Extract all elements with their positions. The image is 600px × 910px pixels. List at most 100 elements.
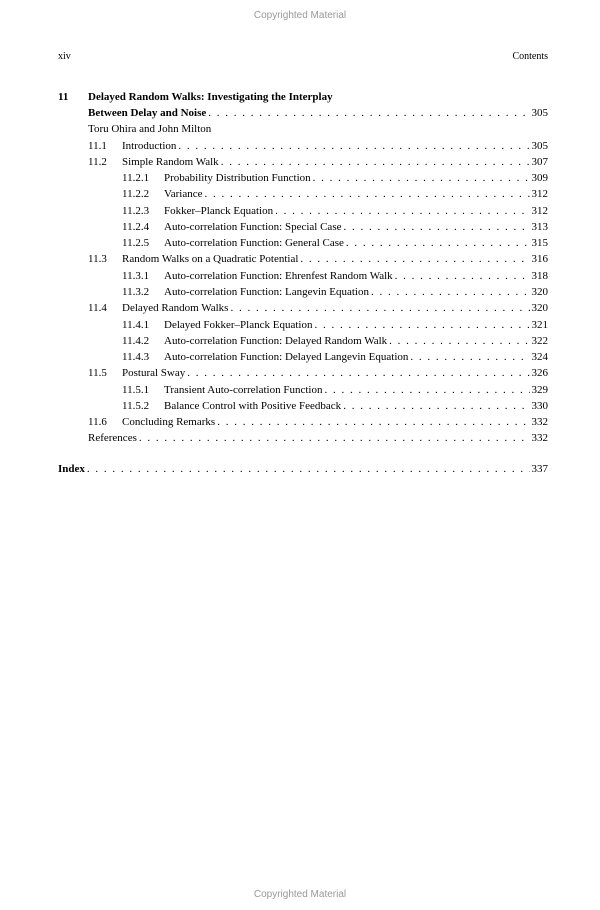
chapter-title-row-1: 11 Delayed Random Walks: Investigating t… xyxy=(58,89,548,105)
running-head: xiv Contents xyxy=(58,50,548,65)
subsection-row: 11.3.1Auto-correlation Function: Ehrenfe… xyxy=(58,268,548,284)
subsection-page: 330 xyxy=(530,398,549,414)
section-page: 320 xyxy=(530,300,549,316)
subsection-row: 11.4.3Auto-correlation Function: Delayed… xyxy=(58,349,548,365)
section-label: Introduction xyxy=(122,138,176,154)
subsection-row: 11.2.2Variance312 xyxy=(58,186,548,202)
subsection-number: 11.4.1 xyxy=(122,317,164,333)
subsection-label: Variance xyxy=(164,186,202,202)
chapter-title-2: Between Delay and Noise xyxy=(88,105,206,121)
leader-dots xyxy=(137,430,530,446)
subsection-page: 318 xyxy=(530,268,549,284)
leader-dots xyxy=(387,333,529,349)
references-page: 332 xyxy=(530,430,549,446)
subsection-number: 11.3.1 xyxy=(122,268,164,284)
subsection-row: 11.2.3Fokker–Planck Equation312 xyxy=(58,203,548,219)
section-row: 11.5Postural Sway 326 xyxy=(58,365,548,381)
subsection-number: 11.4.3 xyxy=(122,349,164,365)
references-label: References xyxy=(88,430,137,446)
chapter-title-1: Delayed Random Walks: Investigating the … xyxy=(88,89,333,105)
section-name: Contents xyxy=(512,50,548,65)
subsection-number: 11.2.2 xyxy=(122,186,164,202)
section-number: 11.4 xyxy=(88,300,122,316)
subsection-page: 315 xyxy=(530,235,549,251)
subsection-number: 11.3.2 xyxy=(122,284,164,300)
subsection-page: 320 xyxy=(530,284,549,300)
leader-dots xyxy=(273,203,529,219)
leader-dots xyxy=(393,268,530,284)
section-page: 326 xyxy=(530,365,549,381)
subsection-row: 11.3.2Auto-correlation Function: Langevi… xyxy=(58,284,548,300)
subsection-number: 11.5.2 xyxy=(122,398,164,414)
copyright-top: Copyrighted Material xyxy=(0,10,600,21)
subsection-label: Balance Control with Positive Feedback xyxy=(164,398,341,414)
copyright-bottom: Copyrighted Material xyxy=(0,889,600,900)
references-row: References 332 xyxy=(58,430,548,446)
subsection-page: 321 xyxy=(530,317,549,333)
subsection-label: Delayed Fokker–Planck Equation xyxy=(164,317,312,333)
section-number: 11.5 xyxy=(88,365,122,381)
subsection-number: 11.2.1 xyxy=(122,170,164,186)
section-row: 11.3Random Walks on a Quadratic Potentia… xyxy=(58,251,548,267)
section-label: Simple Random Walk xyxy=(122,154,219,170)
leader-dots xyxy=(341,219,529,235)
subsection-label: Auto-correlation Function: Ehrenfest Ran… xyxy=(164,268,393,284)
section-page: 332 xyxy=(530,414,549,430)
leader-dots xyxy=(369,284,530,300)
section-label: Postural Sway xyxy=(122,365,185,381)
section-number: 11.6 xyxy=(88,414,122,430)
chapter-number: 11 xyxy=(58,89,88,105)
subsection-label: Auto-correlation Function: Special Case xyxy=(164,219,341,235)
subsection-page: 324 xyxy=(530,349,549,365)
chapter-authors: Toru Ohira and John Milton xyxy=(58,121,548,137)
subsection-row: 11.4.2Auto-correlation Function: Delayed… xyxy=(58,333,548,349)
subsection-label: Auto-correlation Function: Langevin Equa… xyxy=(164,284,369,300)
leader-dots xyxy=(298,251,529,267)
leader-dots xyxy=(341,398,529,414)
chapter-title-row-2: Between Delay and Noise 305 xyxy=(58,105,548,121)
subsection-row: 11.5.1Transient Auto-correlation Functio… xyxy=(58,382,548,398)
subsection-number: 11.5.1 xyxy=(122,382,164,398)
section-page: 316 xyxy=(530,251,549,267)
subsection-row: 11.2.1Probability Distribution Function3… xyxy=(58,170,548,186)
section-page: 307 xyxy=(530,154,549,170)
leader-dots xyxy=(206,105,529,121)
leader-dots xyxy=(219,154,530,170)
index-page: 337 xyxy=(530,461,549,477)
section-number: 11.2 xyxy=(88,154,122,170)
index-label: Index xyxy=(58,461,85,477)
section-row: 11.1Introduction 305 xyxy=(58,138,548,154)
subsection-label: Auto-correlation Function: Delayed Rando… xyxy=(164,333,387,349)
leader-dots xyxy=(202,186,529,202)
section-number: 11.1 xyxy=(88,138,122,154)
subsection-label: Auto-correlation Function: Delayed Lange… xyxy=(164,349,408,365)
leader-dots xyxy=(408,349,529,365)
section-page: 305 xyxy=(530,138,549,154)
section-label: Concluding Remarks xyxy=(122,414,215,430)
subsection-row: 11.2.4Auto-correlation Function: Special… xyxy=(58,219,548,235)
section-label: Delayed Random Walks xyxy=(122,300,228,316)
page-content: xiv Contents 11 Delayed Random Walks: In… xyxy=(58,50,548,477)
leader-dots xyxy=(215,414,529,430)
subsection-label: Auto-correlation Function: General Case xyxy=(164,235,344,251)
subsection-label: Probability Distribution Function xyxy=(164,170,311,186)
section-number: 11.3 xyxy=(88,251,122,267)
subsection-page: 313 xyxy=(530,219,549,235)
subsection-number: 11.2.5 xyxy=(122,235,164,251)
index-row: Index 337 xyxy=(58,461,548,477)
leader-dots xyxy=(85,461,530,477)
page-roman: xiv xyxy=(58,50,71,65)
subsection-row: 11.2.5Auto-correlation Function: General… xyxy=(58,235,548,251)
subsection-number: 11.4.2 xyxy=(122,333,164,349)
section-row: 11.6Concluding Remarks 332 xyxy=(58,414,548,430)
leader-dots xyxy=(312,317,529,333)
section-label: Random Walks on a Quadratic Potential xyxy=(122,251,298,267)
section-row: 11.4Delayed Random Walks 320 xyxy=(58,300,548,316)
leader-dots xyxy=(176,138,529,154)
subsection-page: 329 xyxy=(530,382,549,398)
leader-dots xyxy=(322,382,529,398)
subsection-number: 11.2.3 xyxy=(122,203,164,219)
leader-dots xyxy=(185,365,529,381)
leader-dots xyxy=(344,235,530,251)
leader-dots xyxy=(311,170,530,186)
